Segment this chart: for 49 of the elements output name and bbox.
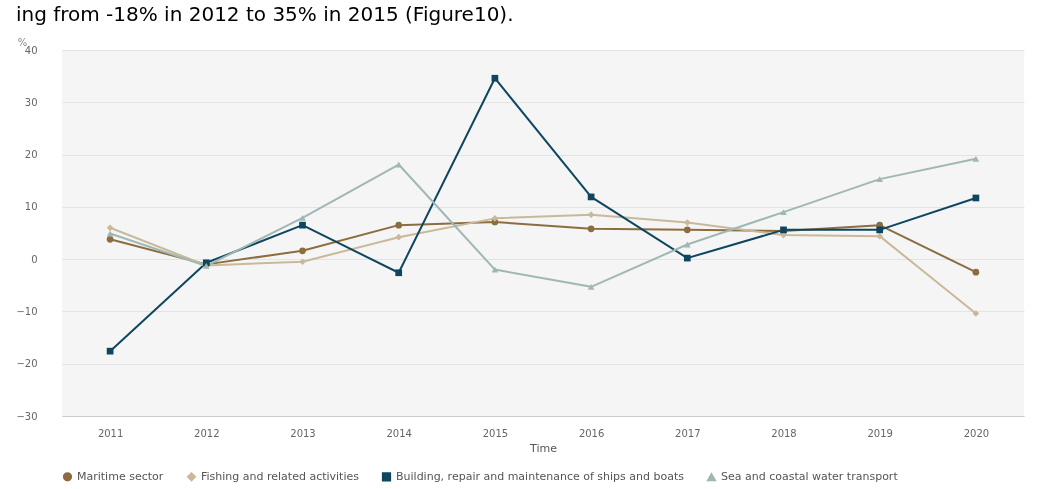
point	[299, 214, 306, 221]
y-tick-label: −20	[16, 358, 38, 370]
point	[876, 176, 884, 183]
x-axis-title: Time	[529, 441, 558, 455]
point	[106, 347, 114, 355]
point	[491, 266, 499, 273]
text: ing from -18% in 2012 to 35% in 2015 (Figure10).	[15, 2, 514, 26]
point	[395, 233, 403, 241]
legend-label: Fishing and related activities	[201, 469, 360, 483]
point	[106, 235, 114, 243]
point	[299, 258, 306, 266]
point	[106, 224, 114, 232]
x-tick-label: 2013	[290, 427, 316, 439]
x-tick-label: 2018	[771, 427, 797, 439]
legend-label: Sea and coastal water transport	[721, 470, 899, 484]
y-tick-label: 20	[24, 149, 38, 161]
legend-label: Maritime sector	[77, 469, 164, 483]
point	[587, 225, 595, 233]
point	[683, 254, 691, 262]
y-tick-label: 10	[24, 201, 38, 213]
point	[876, 226, 884, 234]
x-tick-label: 2020	[963, 427, 990, 439]
point	[683, 226, 691, 234]
point	[587, 211, 595, 219]
point	[395, 269, 403, 277]
y-tick-label: 30	[24, 96, 38, 108]
point	[587, 283, 595, 290]
point	[299, 247, 306, 255]
x-tick-label: 2015	[482, 427, 509, 439]
point	[491, 74, 499, 82]
x-tick-label: 2011	[97, 427, 124, 439]
point	[780, 209, 787, 215]
y-axis-title: %	[17, 36, 28, 48]
point	[683, 219, 691, 226]
x-tick-label: 2016	[578, 427, 605, 439]
y-tick-label: −10	[16, 305, 38, 317]
y-tick-label: −30	[16, 410, 38, 422]
x-tick-label: 2017	[675, 427, 701, 439]
y-tick-label: 0	[31, 253, 38, 265]
point	[395, 221, 403, 229]
point	[299, 221, 306, 229]
x-tick-label: 2019	[867, 427, 893, 439]
legend-label: Building, repair and maintenance of ships and boats	[396, 469, 685, 483]
point	[876, 232, 884, 240]
point	[972, 268, 980, 276]
point	[972, 155, 980, 162]
x-tick-label: 2014	[386, 427, 412, 439]
point	[491, 215, 499, 222]
x-tick-label: 2012	[194, 427, 220, 439]
